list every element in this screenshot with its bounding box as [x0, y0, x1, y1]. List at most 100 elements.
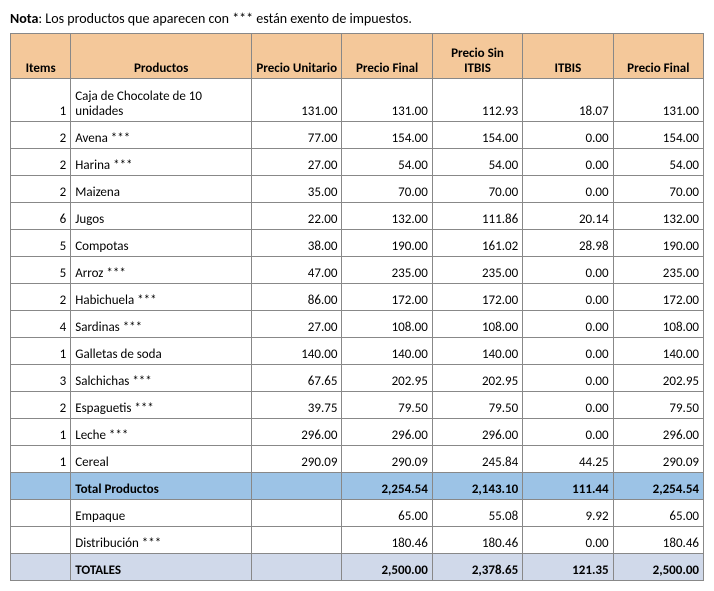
- tax-note: Nota: Los productos que aparecen con ***…: [10, 10, 704, 27]
- cell-precio-final2: 290.09: [613, 446, 703, 473]
- cell-precio-final2: 2,254.54: [613, 473, 703, 500]
- cell-precio-sin-itbis: 111.86: [432, 203, 522, 230]
- cell-precio-unitario: 35.00: [252, 176, 342, 203]
- cell-product: Galletas de soda: [71, 338, 252, 365]
- cell-precio-final2: 54.00: [613, 149, 703, 176]
- cell-precio-unitario: 296.00: [252, 419, 342, 446]
- cell-precio-final: 140.00: [342, 338, 432, 365]
- cell-precio-sin-itbis: 54.00: [432, 149, 522, 176]
- cell-precio-final: 202.95: [342, 365, 432, 392]
- cell-itbis: 0.00: [523, 392, 613, 419]
- cell-items: 2: [11, 149, 71, 176]
- cell-precio-final: 70.00: [342, 176, 432, 203]
- cell-itbis: 44.25: [523, 446, 613, 473]
- cell-precio-final2: 108.00: [613, 311, 703, 338]
- cell-precio-unitario: 77.00: [252, 122, 342, 149]
- table-row: Total Productos2,254.542,143.10111.442,2…: [11, 473, 704, 500]
- cell-precio-unitario: 27.00: [252, 311, 342, 338]
- cell-precio-unitario: 39.75: [252, 392, 342, 419]
- table-row: 2Espaguetis ***39.7579.5079.500.0079.50: [11, 392, 704, 419]
- cell-itbis: 0.00: [523, 527, 613, 554]
- table-row: Empaque65.0055.089.9265.00: [11, 500, 704, 527]
- cell-product: Harina ***: [71, 149, 252, 176]
- cell-precio-final: 296.00: [342, 419, 432, 446]
- cell-product: Leche ***: [71, 419, 252, 446]
- cell-precio-final2: 132.00: [613, 203, 703, 230]
- cell-precio-final: 54.00: [342, 149, 432, 176]
- table-row: 6Jugos22.00132.00111.8620.14132.00: [11, 203, 704, 230]
- cell-items: 1: [11, 446, 71, 473]
- cell-precio-unitario: 27.00: [252, 149, 342, 176]
- cell-precio-final: 108.00: [342, 311, 432, 338]
- cell-itbis: 0.00: [523, 284, 613, 311]
- header-row: Items Productos Precio Unitario Precio F…: [11, 34, 704, 79]
- cell-precio-sin-itbis: 245.84: [432, 446, 522, 473]
- table-row: 3Salchichas ***67.65202.95202.950.00202.…: [11, 365, 704, 392]
- table-row: 1Cereal290.09290.09245.8444.25290.09: [11, 446, 704, 473]
- cell-items: [11, 554, 71, 581]
- cell-precio-final: 2,254.54: [342, 473, 432, 500]
- cell-precio-sin-itbis: 79.50: [432, 392, 522, 419]
- cell-precio-unitario: 290.09: [252, 446, 342, 473]
- cell-precio-final: 180.46: [342, 527, 432, 554]
- cell-product: Total Productos: [71, 473, 252, 500]
- cell-precio-sin-itbis: 70.00: [432, 176, 522, 203]
- table-row: 1Galletas de soda140.00140.00140.000.001…: [11, 338, 704, 365]
- cell-precio-final2: 235.00: [613, 257, 703, 284]
- cell-precio-final2: 70.00: [613, 176, 703, 203]
- cell-product: Caja de Chocolate de 10 unidades: [71, 79, 252, 122]
- cell-items: 5: [11, 257, 71, 284]
- cell-product: Sardinas ***: [71, 311, 252, 338]
- table-row: 2Habichuela ***86.00172.00172.000.00172.…: [11, 284, 704, 311]
- cell-items: 5: [11, 230, 71, 257]
- cell-items: [11, 527, 71, 554]
- cell-precio-sin-itbis: 140.00: [432, 338, 522, 365]
- table-row: 2Avena ***77.00154.00154.000.00154.00: [11, 122, 704, 149]
- cell-items: 6: [11, 203, 71, 230]
- cell-itbis: 18.07: [523, 79, 613, 122]
- cell-precio-final: 290.09: [342, 446, 432, 473]
- cell-precio-final: 235.00: [342, 257, 432, 284]
- cell-precio-unitario: 67.65: [252, 365, 342, 392]
- table-row: 2Maizena35.0070.0070.000.0070.00: [11, 176, 704, 203]
- header-precio-final2: Precio Final: [613, 34, 703, 79]
- products-table: Items Productos Precio Unitario Precio F…: [10, 33, 704, 581]
- cell-precio-final2: 190.00: [613, 230, 703, 257]
- cell-precio-final: 131.00: [342, 79, 432, 122]
- cell-precio-final2: 172.00: [613, 284, 703, 311]
- cell-product: Espaguetis ***: [71, 392, 252, 419]
- cell-items: [11, 473, 71, 500]
- cell-itbis: 0.00: [523, 311, 613, 338]
- cell-precio-final: 79.50: [342, 392, 432, 419]
- cell-precio-final2: 2,500.00: [613, 554, 703, 581]
- cell-precio-sin-itbis: 172.00: [432, 284, 522, 311]
- cell-precio-final2: 154.00: [613, 122, 703, 149]
- cell-itbis: 9.92: [523, 500, 613, 527]
- cell-product: Arroz ***: [71, 257, 252, 284]
- table-row: 5Arroz ***47.00235.00235.000.00235.00: [11, 257, 704, 284]
- header-precio-unitario: Precio Unitario: [252, 34, 342, 79]
- cell-precio-sin-itbis: 161.02: [432, 230, 522, 257]
- cell-precio-final: 2,500.00: [342, 554, 432, 581]
- cell-precio-sin-itbis: 180.46: [432, 527, 522, 554]
- cell-itbis: 0.00: [523, 419, 613, 446]
- cell-itbis: 0.00: [523, 257, 613, 284]
- cell-precio-unitario: [252, 500, 342, 527]
- cell-items: 2: [11, 122, 71, 149]
- header-itbis: ITBIS: [523, 34, 613, 79]
- cell-precio-sin-itbis: 108.00: [432, 311, 522, 338]
- cell-itbis: 28.98: [523, 230, 613, 257]
- cell-precio-final: 172.00: [342, 284, 432, 311]
- cell-precio-unitario: [252, 527, 342, 554]
- cell-itbis: 0.00: [523, 149, 613, 176]
- cell-itbis: 0.00: [523, 365, 613, 392]
- cell-precio-final2: 296.00: [613, 419, 703, 446]
- cell-precio-unitario: 140.00: [252, 338, 342, 365]
- cell-items: 3: [11, 365, 71, 392]
- cell-items: 1: [11, 419, 71, 446]
- cell-items: 2: [11, 284, 71, 311]
- note-label: Nota: [10, 10, 38, 27]
- cell-precio-unitario: 22.00: [252, 203, 342, 230]
- cell-product: Avena ***: [71, 122, 252, 149]
- header-productos: Productos: [71, 34, 252, 79]
